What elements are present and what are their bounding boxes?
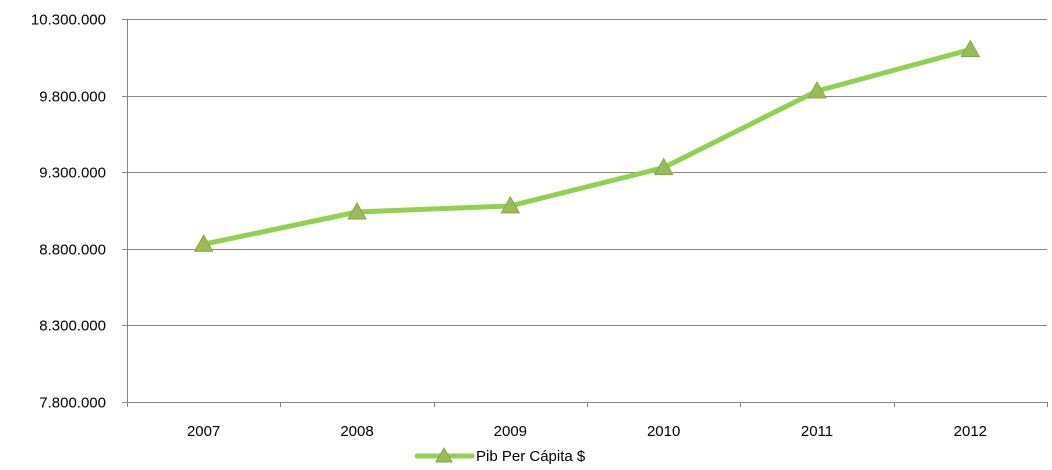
data-point-marker xyxy=(500,195,521,214)
x-tick-label: 2007 xyxy=(187,423,220,440)
x-tick-label: 2011 xyxy=(801,423,833,440)
series-markers xyxy=(193,39,981,252)
legend: Pib Per Cápita $ xyxy=(414,446,586,465)
y-tick-label: 9.300.000 xyxy=(39,165,106,182)
x-tick-label: 2012 xyxy=(954,423,987,440)
gridlines xyxy=(127,19,1047,326)
y-tick-label: 9.800.000 xyxy=(39,89,106,106)
y-tick-label: 10.300.000 xyxy=(31,12,106,29)
data-point-marker xyxy=(193,234,214,252)
data-point-marker xyxy=(347,202,367,220)
x-tick-label: 2008 xyxy=(340,423,373,440)
y-tick-label: 8.300.000 xyxy=(39,318,106,335)
series-lines xyxy=(201,47,973,247)
legend-marker xyxy=(435,446,453,463)
x-tick-labels: 2007 2008 2009 2010 2011 2012 xyxy=(187,423,987,440)
data-point-marker xyxy=(653,157,674,176)
legend-label: Pib Per Cápita $ xyxy=(476,448,586,465)
y-tick-labels: 7.800.000 8.300.000 8.800.000 9.300.000 9.80… xyxy=(31,12,106,412)
y-tick-label: 7.800.000 xyxy=(39,395,106,412)
y-tick-label: 8.800.000 xyxy=(39,242,106,259)
axes xyxy=(122,19,1048,407)
x-tick-label: 2010 xyxy=(647,423,680,440)
data-point-marker xyxy=(807,80,827,99)
x-tick-label: 2009 xyxy=(494,423,527,440)
series-line xyxy=(201,47,973,247)
data-point-marker xyxy=(960,39,981,58)
